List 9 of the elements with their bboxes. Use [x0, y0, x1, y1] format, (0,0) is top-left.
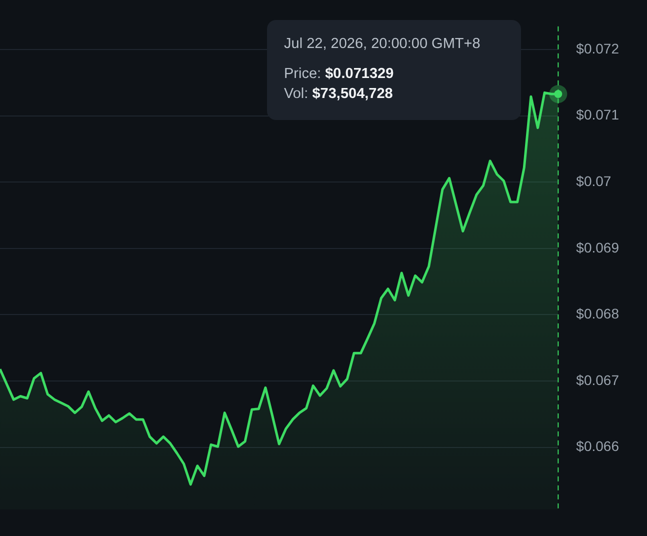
y-tick-label: $0.072	[576, 40, 620, 56]
y-tick-label: $0.071	[576, 106, 620, 123]
y-tick-label: $0.068	[576, 306, 620, 322]
annotation: Jul 22, 2026, 20:00:00 GMT+8 Price: $0.071329 Vol: $73,504,728	[284, 36, 482, 102]
y-tick-label: $0.067	[576, 372, 620, 388]
y-tick-label: $0.069	[576, 239, 620, 256]
y-tick-label: $0.066	[576, 438, 620, 454]
tooltip-panel: Jul 22, 2026, 20:00:00 GMT+8 Price: $0.071329 Vol: $73,504,728	[267, 20, 521, 120]
y-tick-label: $0.07	[576, 173, 612, 190]
